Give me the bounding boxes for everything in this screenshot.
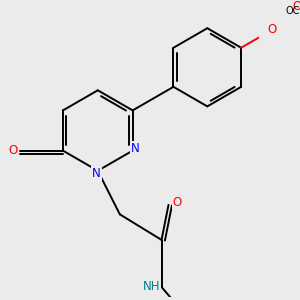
Text: O: O xyxy=(267,23,277,36)
Text: O: O xyxy=(292,0,300,14)
Text: N: N xyxy=(131,142,140,155)
Text: N: N xyxy=(92,167,101,180)
Text: NH: NH xyxy=(142,280,160,293)
Text: O: O xyxy=(267,23,277,36)
Text: O: O xyxy=(8,144,18,157)
Text: OCH₃: OCH₃ xyxy=(285,6,300,16)
Text: O: O xyxy=(172,196,182,208)
